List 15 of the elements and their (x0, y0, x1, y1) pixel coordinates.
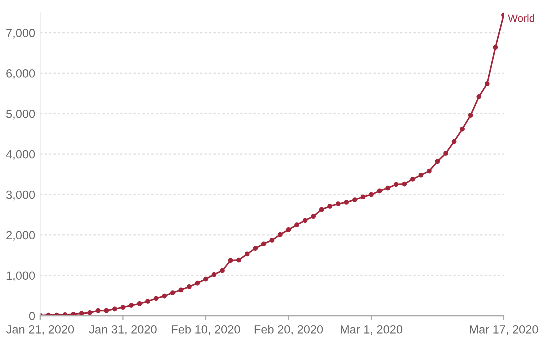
x-tick-label: Feb 20, 2020 (254, 325, 324, 336)
x-tick-label: Jan 21, 2020 (6, 325, 74, 336)
y-tick-label: 4,000 (6, 150, 36, 160)
x-tick-label: Mar 1, 2020 (340, 325, 403, 336)
y-tick-label: 1,000 (6, 272, 36, 282)
y-tick-label: 6,000 (6, 70, 36, 80)
x-tick-label: Mar 17, 2020 (470, 325, 538, 336)
x-tick-label: Feb 10, 2020 (172, 325, 240, 336)
y-tick-label: 3,000 (6, 190, 36, 201)
y-tick-label: 5,000 (6, 110, 36, 120)
y-tick-label: 0 (29, 312, 36, 320)
series-label: World (508, 14, 534, 22)
y-tick-label: 7,000 (6, 29, 36, 39)
y-tick-label: 2,000 (6, 231, 36, 242)
x-tick-label: Jan 31, 2020 (89, 325, 157, 336)
